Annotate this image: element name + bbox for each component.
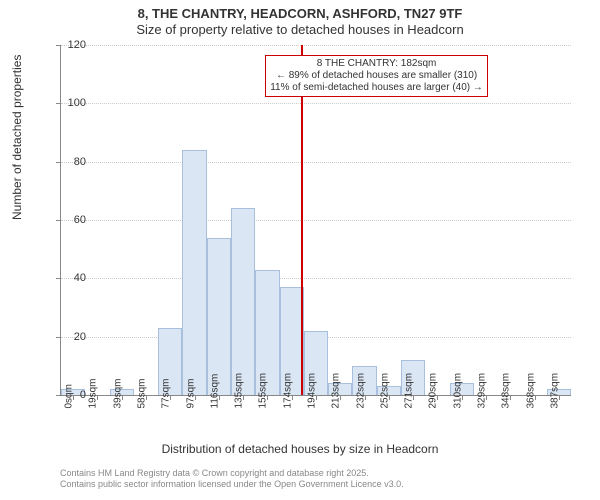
histogram-bar	[207, 238, 231, 396]
ytick-label: 20	[46, 331, 86, 343]
attribution-line: Contains public sector information licen…	[60, 479, 404, 490]
plot-area: 8 THE CHANTRY: 182sqm← 89% of detached h…	[60, 45, 571, 396]
ytick-label: 80	[46, 156, 86, 168]
callout-line: ← 89% of detached houses are smaller (31…	[270, 70, 483, 82]
gridline-h	[61, 220, 571, 221]
ytick-label: 120	[46, 39, 86, 51]
callout-line: 11% of semi-detached houses are larger (…	[270, 82, 483, 94]
attribution-text: Contains HM Land Registry data © Crown c…	[60, 468, 404, 490]
ytick-label: 60	[46, 214, 86, 226]
y-axis-label: Number of detached properties	[10, 55, 24, 220]
ytick-label: 40	[46, 272, 86, 284]
gridline-h	[61, 45, 571, 46]
callout-box: 8 THE CHANTRY: 182sqm← 89% of detached h…	[265, 55, 488, 97]
x-axis-label: Distribution of detached houses by size …	[0, 442, 600, 456]
histogram-chart: 8, THE CHANTRY, HEADCORN, ASHFORD, TN27 …	[0, 0, 600, 500]
histogram-bar	[182, 150, 206, 395]
attribution-line: Contains HM Land Registry data © Crown c…	[60, 468, 404, 479]
reference-line	[301, 45, 303, 395]
callout-line: 8 THE CHANTRY: 182sqm	[270, 58, 483, 70]
ytick-label: 100	[46, 97, 86, 109]
gridline-h	[61, 103, 571, 104]
histogram-bar	[231, 208, 255, 395]
gridline-h	[61, 278, 571, 279]
chart-title-line2: Size of property relative to detached ho…	[0, 22, 600, 37]
chart-title-line1: 8, THE CHANTRY, HEADCORN, ASHFORD, TN27 …	[0, 6, 600, 21]
gridline-h	[61, 162, 571, 163]
